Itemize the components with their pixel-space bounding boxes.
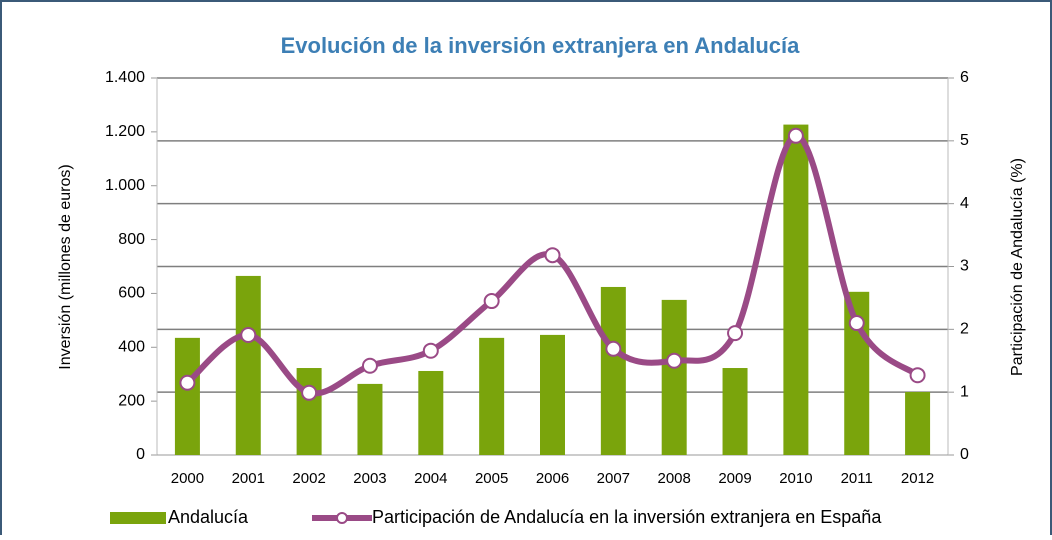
y2-axis-label: Participación de Andalucía (%) [1009,158,1026,376]
point [361,357,378,374]
bar [357,383,383,455]
bar [905,391,931,455]
point [301,384,318,401]
point [544,247,561,264]
bar [661,299,687,455]
legend-label: Participación de Andalucía en la inversi… [372,507,882,527]
point [666,352,683,369]
x-tick-label: 2011 [841,470,873,487]
bar [783,124,809,455]
x-tick-label: 2009 [718,470,751,487]
point [909,367,926,384]
legend-swatch [110,512,166,524]
y-axis-label: Inversión (millones de euros) [57,164,74,369]
y2-tick-label: 5 [960,132,969,149]
y2-tick-label: 6 [960,69,969,86]
x-tick-label: 2001 [232,470,265,487]
x-tick-label: 2012 [901,470,934,487]
point [787,127,804,144]
point [422,342,439,359]
bar [235,275,261,455]
y2-tick-label: 4 [960,195,969,212]
point [240,326,257,343]
bar [479,337,505,455]
point [848,315,865,332]
legend-label: Andalucía [168,507,249,527]
bar [722,368,748,455]
x-tick-label: 2004 [414,470,447,487]
y-tick-label: 800 [118,231,145,248]
point [727,325,744,342]
legend-swatch [336,512,348,524]
x-tick-label: 2000 [171,470,204,487]
y-tick-label: 600 [118,285,145,302]
y-tick-label: 1.000 [105,177,145,194]
bar [174,337,200,455]
x-tick-label: 2007 [597,470,630,487]
bar [600,286,626,455]
y2-tick-label: 2 [960,321,969,338]
x-tick-label: 2002 [292,470,325,487]
y-tick-label: 1.400 [105,69,145,86]
y-tick-label: 400 [118,339,145,356]
x-tick-label: 2006 [536,470,569,487]
bar [418,370,444,455]
point [179,374,196,391]
point [483,293,500,310]
x-tick-label: 2005 [475,470,508,487]
x-tick-label: 2003 [353,470,386,487]
y2-tick-label: 0 [960,446,969,463]
chart-title: Evolución de la inversión extranjera en … [281,33,801,58]
y-tick-label: 0 [136,446,145,463]
x-tick-label: 2008 [658,470,691,487]
bar [296,368,322,455]
y2-tick-label: 3 [960,258,969,275]
bar [540,334,565,455]
y2-tick-label: 1 [960,383,969,400]
x-tick-label: 2010 [779,470,812,487]
point [605,340,622,357]
y-tick-label: 1.200 [105,123,145,140]
y-tick-label: 200 [118,392,145,409]
